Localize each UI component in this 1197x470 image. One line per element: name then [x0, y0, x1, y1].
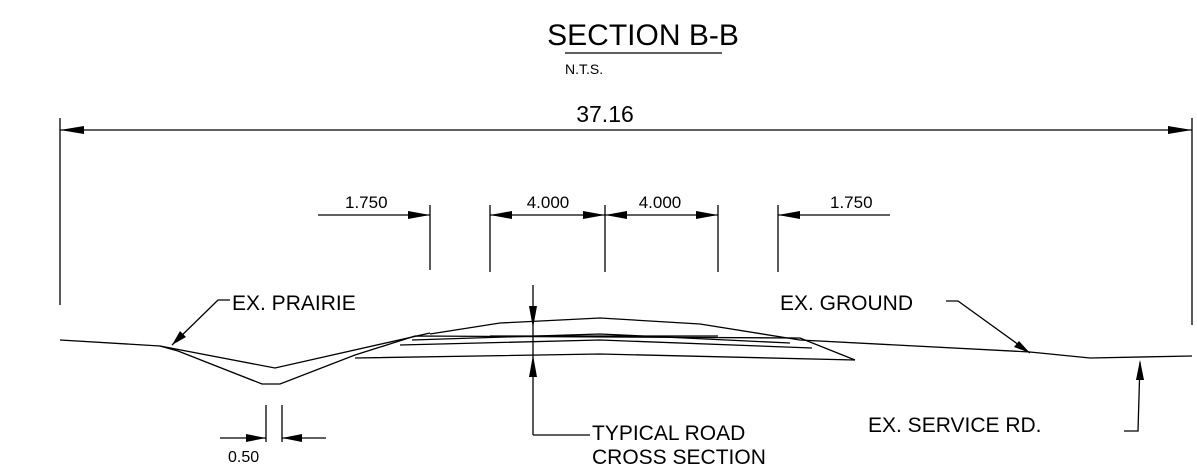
label: EX. GROUND	[780, 292, 913, 315]
dimension-text: 4.000	[527, 193, 570, 212]
subgrade-layer	[354, 353, 856, 361]
road-surface	[429, 317, 1193, 359]
label: EX. SERVICE RD.	[868, 414, 1042, 437]
arrow	[529, 306, 537, 328]
label: EX. PRAIRIE	[232, 292, 356, 315]
label: CROSS SECTION	[592, 446, 766, 469]
dimension-text: 4.000	[639, 193, 682, 212]
ditch-and-fill	[159, 335, 856, 385]
arrow	[778, 211, 800, 219]
pavement-layer	[411, 333, 791, 344]
existing-ground	[59, 332, 431, 369]
subtitle: N.T.S.	[565, 61, 603, 77]
arrow	[408, 211, 430, 219]
arrow	[282, 434, 302, 442]
label: TYPICAL ROAD	[592, 422, 745, 445]
arrow	[60, 126, 84, 134]
arrow	[696, 211, 718, 219]
arrow	[172, 331, 186, 345]
title: SECTION B-B	[547, 19, 739, 52]
dimension-text: 0.50	[228, 449, 259, 466]
dimension-text: 1.750	[345, 193, 388, 212]
base-layer	[399, 339, 813, 349]
leader	[946, 300, 1031, 354]
dimension-text: 1.750	[830, 193, 873, 212]
arrow	[246, 434, 266, 442]
arrow	[583, 211, 605, 219]
leader	[1124, 361, 1141, 432]
overall-dimension: 37.16	[576, 101, 634, 127]
arrow	[1014, 341, 1030, 353]
arrow	[605, 211, 627, 219]
leader	[171, 299, 230, 346]
arrow	[1168, 126, 1192, 134]
arrow	[1136, 360, 1144, 380]
arrow	[490, 211, 512, 219]
arrow	[529, 355, 537, 377]
